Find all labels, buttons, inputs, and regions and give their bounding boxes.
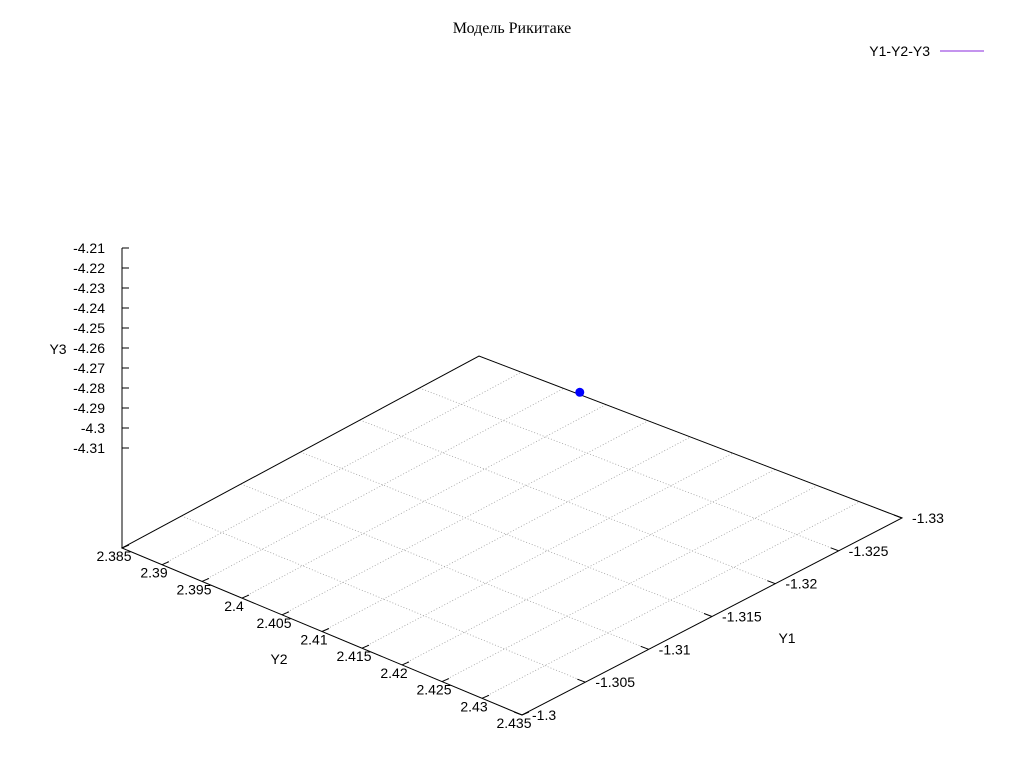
- y2-tick: [401, 661, 410, 666]
- y2-tick: [281, 611, 290, 616]
- y3-tick-label: -4.27: [73, 360, 105, 376]
- y2-tick-label: 2.4: [224, 598, 244, 614]
- y2-tick-label: 2.405: [256, 615, 291, 631]
- data-points: [575, 387, 585, 397]
- grid-line-y1: [359, 419, 776, 585]
- y1-tick-label: -1.325: [849, 543, 889, 559]
- y2-tick: [241, 594, 250, 599]
- legend: Y1-Y2-Y3: [869, 43, 984, 59]
- y1-tick: [513, 711, 523, 716]
- y1-tick: [577, 678, 586, 683]
- y2-tick-label: 2.395: [176, 581, 211, 597]
- y2-tick: [361, 644, 370, 649]
- grid-line-y2: [201, 388, 564, 582]
- y2-axis-label: Y2: [270, 651, 287, 667]
- y3-axis-label: Y3: [49, 341, 66, 357]
- y2-tick: [321, 628, 330, 632]
- y2-tick: [121, 544, 130, 549]
- y2-tick-label: 2.41: [300, 632, 327, 648]
- data-point: [575, 387, 585, 397]
- y1-tick-label: -1.315: [722, 609, 762, 625]
- y1-tick-label: -1.33: [912, 510, 944, 526]
- base-grid: [121, 355, 903, 716]
- y2-tick: [521, 711, 530, 716]
- y2-tick: [161, 561, 170, 566]
- y1-tick: [830, 547, 839, 552]
- y3-tick-label: -4.24: [73, 300, 105, 316]
- y1-tick: [640, 645, 649, 650]
- grid-line-y1: [300, 451, 713, 617]
- y3-tick-label: -4.3: [81, 420, 105, 436]
- y3-tick-label: -4.21: [73, 240, 105, 256]
- y1-tick-label: -1.3: [532, 707, 556, 723]
- y2-tick: [481, 694, 490, 699]
- y1-axis-label: Y1: [778, 630, 795, 646]
- y3-tick-label: -4.26: [73, 340, 105, 356]
- grid-line-y2: [321, 436, 691, 632]
- grid-line-y2: [281, 420, 649, 616]
- y2-tick: [441, 678, 450, 683]
- y1-tick-label: -1.31: [659, 641, 691, 657]
- chart-title: Модель Рикитаке: [453, 20, 571, 37]
- y2-tick-label: 2.42: [380, 665, 407, 681]
- grid-line-y2: [481, 501, 860, 699]
- y3-tick-label: -4.23: [73, 280, 105, 296]
- y2-tick-label: 2.43: [460, 698, 487, 714]
- y2-tick-label: 2.425: [416, 682, 451, 698]
- y3-tick-label: -4.31: [73, 440, 105, 456]
- y2-tick: [201, 577, 210, 582]
- grid-line-y1: [181, 515, 586, 683]
- legend-label: Y1-Y2-Y3: [869, 43, 930, 59]
- axes: 2.385 2.39 2.395 2.4 2.405 2.41 2.415 2.42 2.425…: [49, 240, 944, 731]
- y1-tick-label: -1.305: [595, 674, 635, 690]
- y3-tick-label: -4.28: [73, 380, 105, 396]
- y2-tick-label: 2.415: [336, 648, 371, 664]
- y2-tick-label: 2.435: [496, 715, 531, 731]
- grid-line-y2: [401, 469, 776, 666]
- y3-tick-label: -4.25: [73, 320, 105, 336]
- y1-tick-label: -1.32: [785, 576, 817, 592]
- grid-line-y2: [161, 371, 522, 566]
- y1-tick: [703, 613, 713, 617]
- y1-tick: [893, 514, 903, 519]
- y1-tick: [767, 580, 776, 585]
- grid-line-y2: [361, 452, 733, 649]
- y2-tick-label: 2.385: [96, 548, 131, 564]
- y3-tick-label: -4.29: [73, 400, 105, 416]
- base-plane-border: [120, 355, 904, 716]
- y3-tick-label: -4.22: [73, 260, 105, 276]
- y2-tick-label: 2.39: [140, 565, 167, 581]
